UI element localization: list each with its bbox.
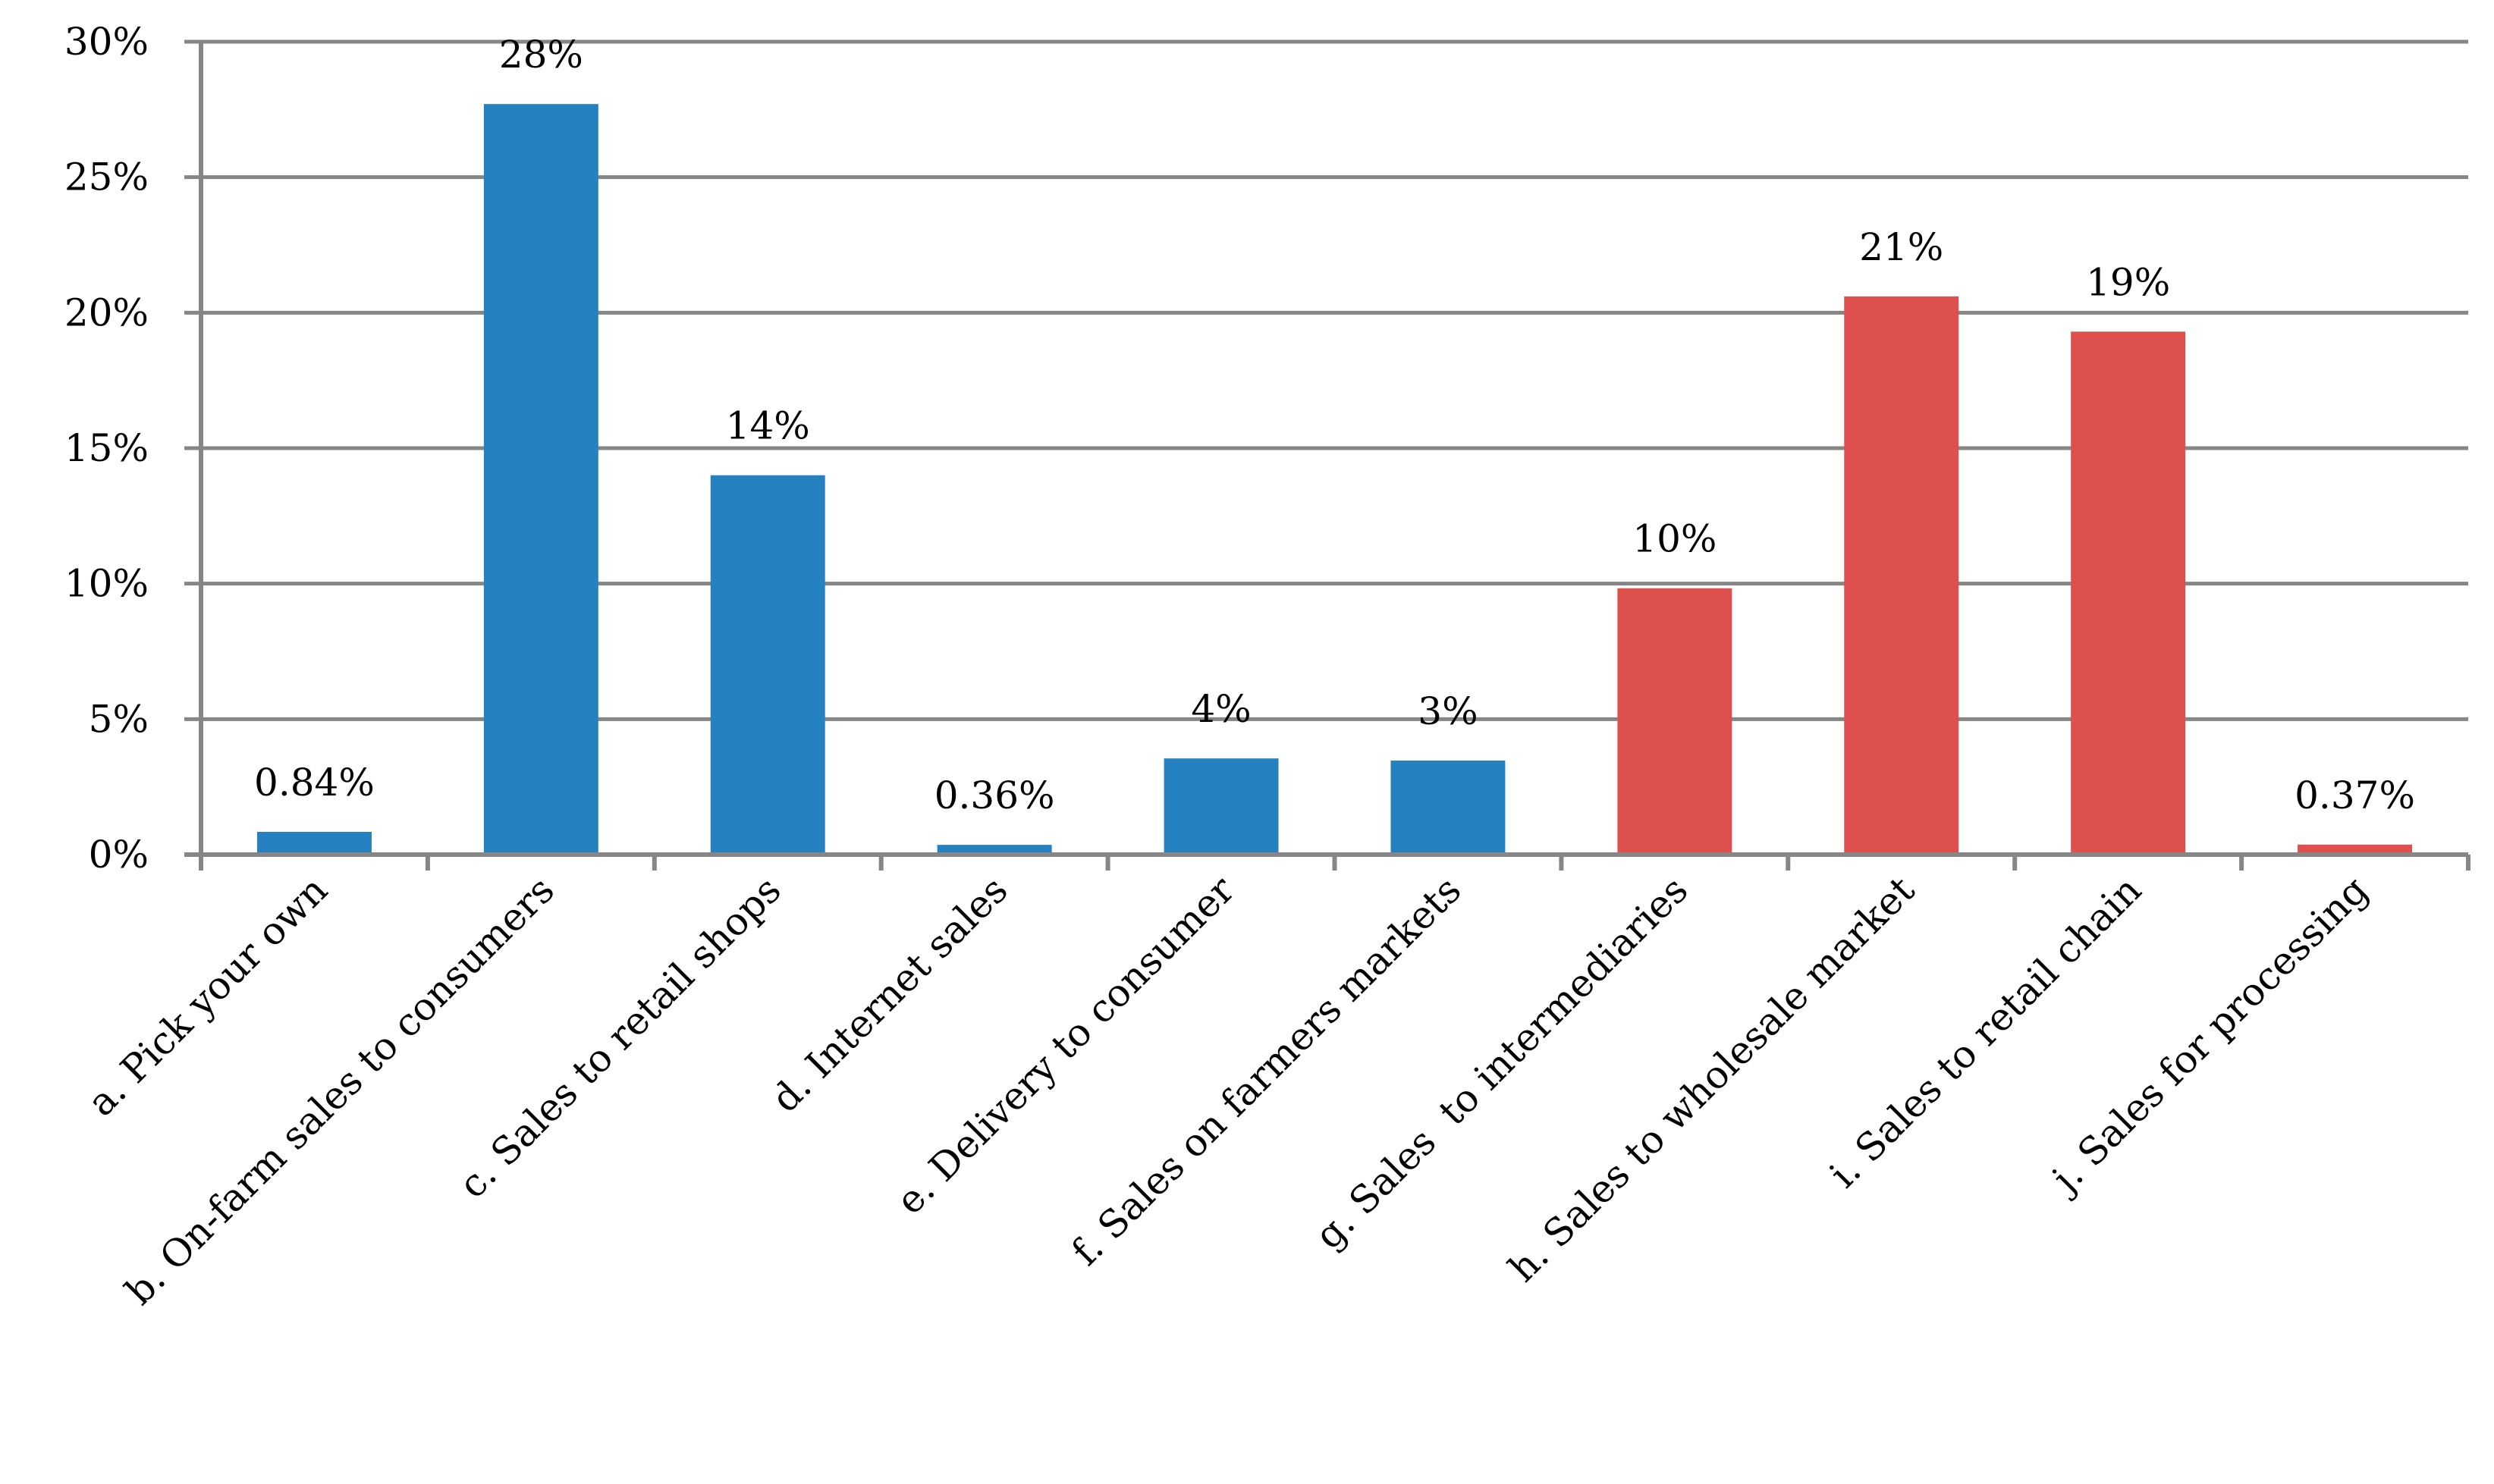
category-label: a. Pick your own [79,867,336,1125]
bar [2071,331,2186,853]
data-label: 3% [1418,689,1478,733]
data-label: 4% [1191,687,1251,731]
y-axis-ticks: 0% 5% 10% 15% 20% 25% 30% [64,20,149,877]
category-label: b. On-farm sales to consumers [117,867,562,1313]
data-label: 21% [1859,225,1943,269]
y-tick-label: 25% [64,155,149,199]
bar [256,831,372,853]
data-label: 0.36% [934,773,1055,817]
y-tick-label: 0% [89,833,149,877]
bar [1617,588,1732,853]
data-label: 10% [1632,517,1717,561]
category-label: f. Sales on farmers markets [1063,867,1470,1274]
data-labels: 0.84% 28% 14% 0.36% 4% 3% 10% 21% 19% 0.37% [254,33,2415,817]
data-label: 28% [499,33,583,77]
data-label: 0.37% [2295,773,2415,817]
bar [483,104,598,854]
axes [184,40,2470,871]
y-tick-label: 15% [64,426,149,470]
category-label: d. Internet sales [763,867,1016,1121]
bar [2298,844,2413,853]
bar [1844,296,1959,854]
bar [1164,758,1279,853]
bars [256,104,2413,854]
y-tick-label: 5% [89,697,149,741]
bar [937,845,1052,853]
data-label: 0.84% [254,761,375,805]
bar [1390,761,1506,853]
data-label: 19% [2086,260,2170,304]
y-tick-label: 10% [64,562,149,606]
category-label: h. Sales to wholesale market [1500,867,1923,1290]
y-tick-label: 30% [64,20,149,64]
category-label: g. Sales to intermediaries [1306,867,1696,1257]
bar [710,475,825,853]
data-label: 14% [726,404,810,448]
y-tick-label: 20% [64,290,149,334]
